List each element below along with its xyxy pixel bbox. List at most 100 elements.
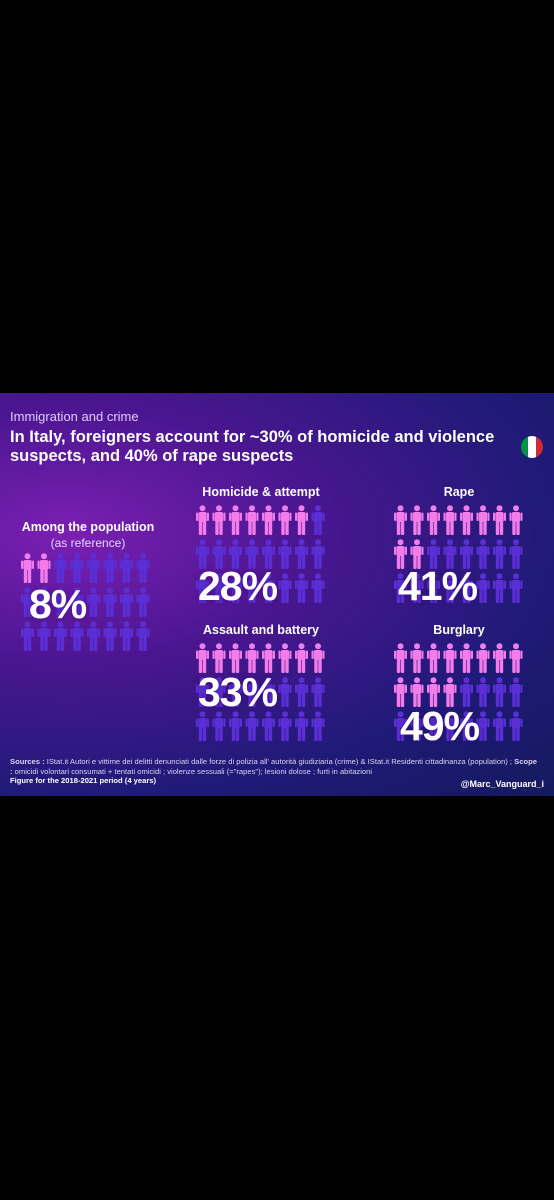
person-icon [443,573,457,603]
person-icon [394,573,407,603]
panel-title: Homicide & attempt [202,485,320,499]
person-icon [493,539,506,569]
person-icon [278,711,292,741]
person-icon [262,539,275,569]
pictogram-svg [196,505,325,603]
person-icon [21,587,34,617]
person-icon [70,587,84,617]
person-icon [262,711,275,741]
person-icon [245,505,259,535]
person-icon [295,505,308,535]
person-icon [311,573,325,603]
person-icon [120,587,133,617]
pictogram-svg [394,643,523,741]
person-icon [493,677,506,707]
person-icon [54,621,67,651]
person-icon [245,573,259,603]
person-icon [87,553,100,583]
person-icon [427,505,440,535]
person-icon [262,643,275,673]
person-icon [394,539,407,569]
person-icon [460,539,473,569]
person-icon [443,643,457,673]
person-icon [311,677,325,707]
person-icon [262,573,275,603]
percentage-label: 33% [198,669,278,715]
person-icon [136,621,150,651]
person-icon [229,711,242,741]
person-icon [410,573,424,603]
person-icon [460,573,473,603]
person-icon [460,677,473,707]
person-icon [295,643,308,673]
person-icon [460,505,473,535]
person-icon [509,643,523,673]
person-icon [311,643,325,673]
person-icon [476,643,490,673]
person-icon [460,643,473,673]
person-icon [70,621,84,651]
person-icon [120,553,133,583]
person-icon [394,643,407,673]
panel-population: Among the population (as reference) 8% [18,513,158,653]
person-icon [54,553,67,583]
person-icon [427,539,440,569]
person-icon [21,553,34,583]
sources-text: IStat.it Autori e vittime dei delitti de… [44,757,515,766]
person-icon [262,505,275,535]
footer-sources: Sources : IStat.it Autori e vittime dei … [10,757,540,786]
person-icon [70,553,84,583]
person-icon [212,643,226,673]
period-note: Figure for the 2018-2021 period (4 years… [10,776,157,785]
person-icon [103,587,117,617]
person-icon [476,677,490,707]
scope-text: omicidi volontari consumati + tentati om… [12,766,373,776]
person-icon [295,677,308,707]
person-icon [212,711,226,741]
person-icon [103,553,117,583]
pictogram-grid [21,553,150,651]
person-icon [278,677,292,707]
person-icon [245,711,259,741]
author-handle: @Marc_Vanguard_i [460,779,544,789]
person-icon [212,573,226,603]
infographic-card: Immigration and crime In Italy, foreigne… [0,393,554,796]
person-icon [212,539,226,569]
panel-title: Rape [443,485,475,499]
person-icon [410,643,424,673]
pictogram-grid [196,643,325,741]
person-icon [87,587,100,617]
person-icon [196,573,209,603]
italy-flag-icon [521,436,543,458]
percentage-label: 41% [398,563,478,609]
person-icon [295,573,308,603]
person-icon [136,553,150,583]
person-icon [394,505,407,535]
person-icon [509,505,523,535]
person-icon [278,539,292,569]
person-icon [37,553,51,583]
headline: In Italy, foreigners account for ~30% of… [10,428,495,465]
person-icon [87,621,100,651]
person-icon [103,621,117,651]
percentage-label: 28% [198,563,278,609]
person-icon [509,711,523,741]
panel-title: Burglary [433,623,485,637]
pictogram-grid [394,505,523,603]
person-icon [229,643,242,673]
panel-rape: Rape 41% [394,483,524,613]
person-icon [229,677,242,707]
person-icon [476,711,490,741]
person-icon [196,677,209,707]
panel-title: Assault and battery [202,623,319,637]
person-icon [196,505,209,535]
panel-assault: Assault and battery 33% [196,621,326,751]
person-icon [229,573,242,603]
person-icon [460,711,473,741]
person-icon [427,711,440,741]
person-icon [410,505,424,535]
person-icon [196,711,209,741]
person-icon [229,539,242,569]
person-icon [410,677,424,707]
person-icon [262,677,275,707]
